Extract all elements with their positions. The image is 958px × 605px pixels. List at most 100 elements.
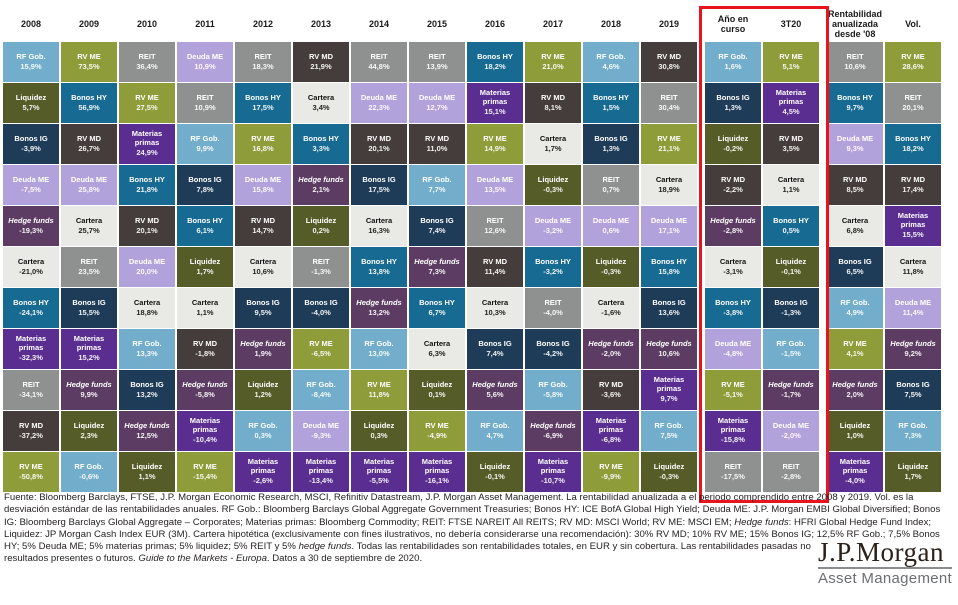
jpmorgan-logo: J.P.Morgan Asset Management [811,539,952,587]
asset-return-value: 4,9% [846,308,864,317]
asset-label: RV ME [193,461,217,471]
asset-return-value: 0,7% [602,185,620,194]
asset-return-value: -0,6% [79,472,99,481]
column-header: 3T20 [780,19,802,29]
asset-label: Liquidez [839,420,871,430]
asset-return-value: 17,5% [252,103,274,112]
cell-rf_gob: RF Gob. 0,3% [235,411,291,451]
asset-return-value: 13,0% [368,349,390,358]
asset-label: REIT [602,174,620,184]
cell-liquidez: Liquidez 0,1% [409,370,465,410]
cell-rv_md: RV MD 3,5% [763,124,819,164]
asset-label: REIT [724,461,742,471]
asset-label: Liquidez [653,461,685,471]
cell-bonos_hy: Bonos HY 0,5% [763,206,819,246]
cell-cartera: Cartera 25,7% [61,206,117,246]
cell-rf_gob: RF Gob. -0,6% [61,452,117,492]
asset-label: Bonos HY [245,92,281,102]
asset-return-value: 7,4% [428,226,446,235]
cell-deuda_me: Deuda ME -3,2% [525,206,581,246]
cell-rf_gob: RF Gob. -8,4% [293,370,349,410]
asset-return-value: 25,8% [78,185,100,194]
asset-return-value: 1,1% [196,308,214,317]
cell-liquidez: Liquidez -0,3% [583,247,639,287]
asset-return-value: -10,7% [541,476,565,486]
asset-label: Cartera [481,297,509,307]
cell-bonos_ig: Bonos IG 13,2% [119,370,175,410]
cell-cartera: Cartera 3,4% [293,83,349,123]
asset-return-value: 13,2% [136,390,158,399]
asset-label: Hedge funds [472,379,518,389]
asset-return-value: 1,7% [196,267,214,276]
cell-cartera: Cartera 1,1% [177,288,233,328]
column-2016: 2016 Bonos HY 18,2% Materias primas 15,1% RV … [467,6,523,493]
asset-return-value: -3,1% [723,267,743,276]
column-header: 2014 [368,19,390,29]
cell-bonos_hy: Bonos HY 18,2% [885,124,941,164]
cell-liquidez: Liquidez 1,7% [177,247,233,287]
asset-return-value: 9,2% [904,349,922,358]
asset-label: REIT [196,92,214,102]
cell-rv_me: RV ME -15,4% [177,452,233,492]
asset-label: Materias primas [73,334,105,352]
asset-return-value: 1,5% [602,103,620,112]
asset-label: RV ME [901,51,925,61]
asset-label: Cartera [899,256,927,266]
asset-return-value: 8,1% [544,103,562,112]
asset-label: Bonos IG [72,297,106,307]
asset-label: RV MD [720,174,746,184]
cell-cartera: Cartera 10,3% [467,288,523,328]
asset-return-value: -37,2% [19,431,43,440]
asset-return-value: 21,8% [136,185,158,194]
asset-return-value: -3,6% [601,390,621,399]
cell-liquidez: Liquidez -0,2% [705,124,761,164]
cell-reit: REIT 44,8% [351,42,407,82]
asset-label: RV MD [656,51,682,61]
asset-return-value: 1,6% [724,62,742,71]
cell-hedge: Hedge funds -6,9% [525,411,581,451]
asset-label: Bonos HY [773,215,809,225]
cell-rv_me: RV ME -4,9% [409,411,465,451]
asset-return-value: -0,2% [723,144,743,153]
asset-label: Cartera [719,256,747,266]
cell-rv_md: RV MD 20,1% [351,124,407,164]
cell-bonos_ig: Bonos IG 6,5% [827,247,883,287]
asset-return-value: 18,9% [658,185,680,194]
asset-label: RF Gob. [776,338,806,348]
asset-label: REIT [80,256,98,266]
asset-return-value: 10,9% [194,103,216,112]
asset-return-value: 14,7% [252,226,274,235]
source-footnote: Fuente: Bloomberg Barclays, FTSE, J.P. M… [4,492,952,566]
asset-label: Bonos HY [187,215,223,225]
cell-bonos_hy: Bonos HY 21,8% [119,165,175,205]
asset-return-value: -15,4% [193,472,217,481]
cell-hedge: Hedge funds 7,3% [409,247,465,287]
asset-label: Deuda ME [244,174,282,184]
asset-label: Bonos IG [304,297,338,307]
cell-cartera: Cartera 16,3% [351,206,407,246]
asset-label: RV ME [599,461,623,471]
asset-label: Bonos IG [594,133,628,143]
cell-rf_gob: RF Gob. 13,0% [351,329,407,369]
asset-label: Cartera [365,215,393,225]
asset-return-value: 6,3% [428,349,446,358]
asset-return-value: -24,1% [19,308,43,317]
cell-bonos_ig: Bonos IG 7,4% [467,329,523,369]
cell-deuda_me: Deuda ME -2,0% [763,411,819,451]
cell-rv_md: RV MD -3,6% [583,370,639,410]
asset-return-value: 21,1% [658,144,680,153]
asset-label: Deuda ME [534,215,572,225]
asset-return-value: -5,8% [195,390,215,399]
cell-rv_md: RV MD 8,1% [525,83,581,123]
cell-reit: REIT -1,3% [293,247,349,287]
cell-liquidez: Liquidez 0,3% [351,411,407,451]
asset-return-value: 6,1% [196,226,214,235]
asset-label: RF Gob. [898,420,928,430]
cell-materias: Materias primas 15,1% [467,83,523,123]
asset-label: RF Gob. [74,461,104,471]
asset-label: RV MD [482,256,508,266]
column-header: 2015 [426,19,448,29]
cell-cartera: Cartera -1,6% [583,288,639,328]
cell-rf_gob: RF Gob. -1,5% [763,329,819,369]
